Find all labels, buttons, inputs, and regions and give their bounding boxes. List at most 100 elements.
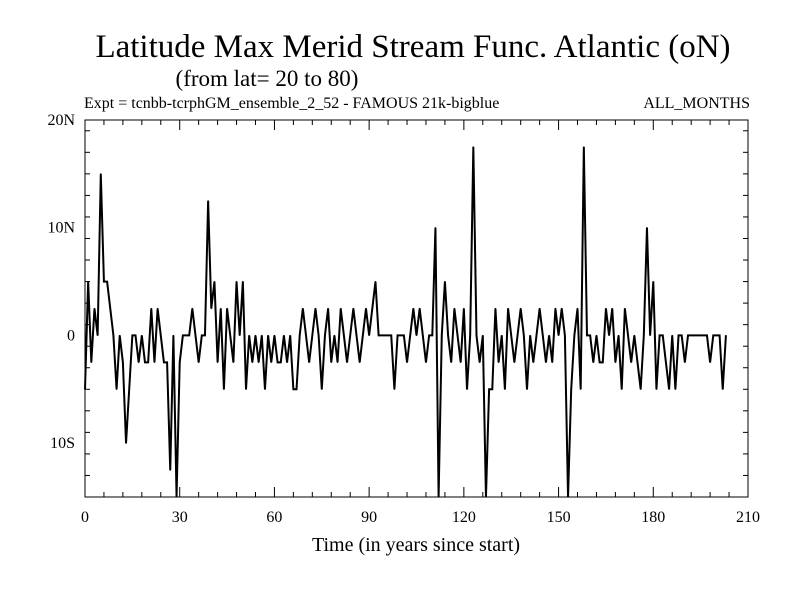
data-point bbox=[346, 361, 348, 363]
data-point bbox=[396, 334, 399, 337]
data-point bbox=[557, 334, 560, 337]
data-point bbox=[592, 361, 594, 363]
data-point bbox=[390, 334, 392, 337]
data-point bbox=[624, 307, 626, 310]
data-point bbox=[621, 388, 623, 390]
data-point bbox=[627, 334, 629, 337]
data-point bbox=[160, 334, 162, 337]
data-point bbox=[403, 334, 405, 337]
data-point bbox=[677, 334, 680, 337]
x-tick-label: 0 bbox=[81, 509, 89, 526]
plot-frame bbox=[84, 119, 749, 498]
data-point bbox=[722, 388, 724, 390]
data-point bbox=[428, 334, 430, 337]
data-point bbox=[564, 334, 566, 337]
data-point bbox=[545, 361, 547, 363]
data-point bbox=[163, 361, 165, 363]
months-label: ALL_MONTHS bbox=[643, 95, 750, 112]
data-point bbox=[84, 388, 86, 390]
data-point bbox=[283, 334, 285, 337]
data-point bbox=[602, 361, 604, 363]
data-point bbox=[308, 361, 310, 363]
data-point bbox=[93, 307, 96, 310]
data-point bbox=[542, 334, 544, 337]
data-point bbox=[270, 361, 272, 363]
data-point bbox=[258, 361, 260, 363]
data-point bbox=[400, 334, 402, 337]
data-point bbox=[340, 307, 342, 310]
series-line bbox=[84, 146, 727, 498]
data-point bbox=[674, 388, 676, 390]
data-point bbox=[115, 388, 118, 390]
data-point bbox=[655, 388, 658, 390]
data-point bbox=[103, 280, 105, 283]
data-point bbox=[273, 334, 276, 337]
data-point bbox=[419, 307, 421, 310]
data-point bbox=[684, 361, 686, 363]
data-point bbox=[289, 334, 291, 337]
data-point bbox=[122, 361, 124, 363]
data-point bbox=[119, 334, 121, 337]
data-point bbox=[690, 334, 692, 337]
data-point bbox=[570, 388, 572, 390]
data-point bbox=[438, 496, 440, 498]
data-point bbox=[529, 334, 531, 337]
data-point bbox=[441, 334, 443, 337]
data-point bbox=[450, 361, 452, 363]
data-point bbox=[614, 361, 617, 363]
data-point bbox=[652, 280, 654, 283]
data-point bbox=[646, 227, 648, 229]
data-point bbox=[494, 307, 497, 310]
data-point bbox=[589, 334, 591, 337]
data-point bbox=[681, 334, 683, 337]
y-tick-label: 0 bbox=[67, 327, 75, 344]
data-point bbox=[251, 361, 253, 363]
data-point bbox=[226, 307, 228, 310]
data-point bbox=[349, 334, 351, 337]
x-tick-label: 60 bbox=[266, 509, 282, 526]
data-point bbox=[513, 361, 515, 363]
data-point bbox=[703, 334, 705, 337]
data-point bbox=[169, 469, 171, 471]
data-point bbox=[150, 307, 152, 310]
data-point bbox=[355, 334, 358, 337]
data-point bbox=[659, 334, 661, 337]
data-point bbox=[248, 334, 250, 337]
data-point bbox=[725, 334, 727, 337]
data-point bbox=[131, 334, 133, 337]
data-point bbox=[374, 280, 377, 283]
data-point bbox=[431, 334, 433, 337]
data-point bbox=[630, 361, 632, 363]
data-point bbox=[336, 361, 339, 363]
data-point bbox=[352, 307, 354, 310]
data-point bbox=[662, 334, 664, 337]
data-point bbox=[516, 334, 519, 337]
chart-title: Latitude Max Merid Stream Func. Atlantic… bbox=[95, 29, 730, 65]
data-point bbox=[141, 334, 143, 337]
data-point bbox=[276, 361, 279, 363]
data-point bbox=[138, 361, 140, 363]
data-point bbox=[153, 361, 156, 363]
data-point bbox=[207, 200, 209, 202]
data-point bbox=[463, 307, 465, 310]
data-point bbox=[217, 361, 219, 363]
data-point bbox=[314, 307, 317, 310]
data-point bbox=[643, 334, 645, 337]
data-point bbox=[475, 334, 478, 337]
data-point bbox=[371, 307, 373, 310]
data-point bbox=[605, 307, 607, 310]
data-point bbox=[327, 307, 329, 310]
data-point bbox=[488, 388, 490, 390]
axis-tick-labels: 0 30 60 90 120 150 180 210 20N 10N 0 10S bbox=[47, 112, 760, 526]
data-point bbox=[97, 334, 99, 337]
data-point bbox=[191, 307, 193, 310]
data-point bbox=[479, 361, 481, 363]
data-point bbox=[583, 146, 585, 148]
data-point bbox=[318, 334, 320, 337]
data-point bbox=[504, 388, 506, 390]
x-tick-label: 150 bbox=[547, 509, 571, 526]
data-point bbox=[378, 334, 380, 337]
data-point bbox=[204, 334, 206, 337]
data-point bbox=[700, 334, 702, 337]
data-point bbox=[485, 496, 487, 498]
